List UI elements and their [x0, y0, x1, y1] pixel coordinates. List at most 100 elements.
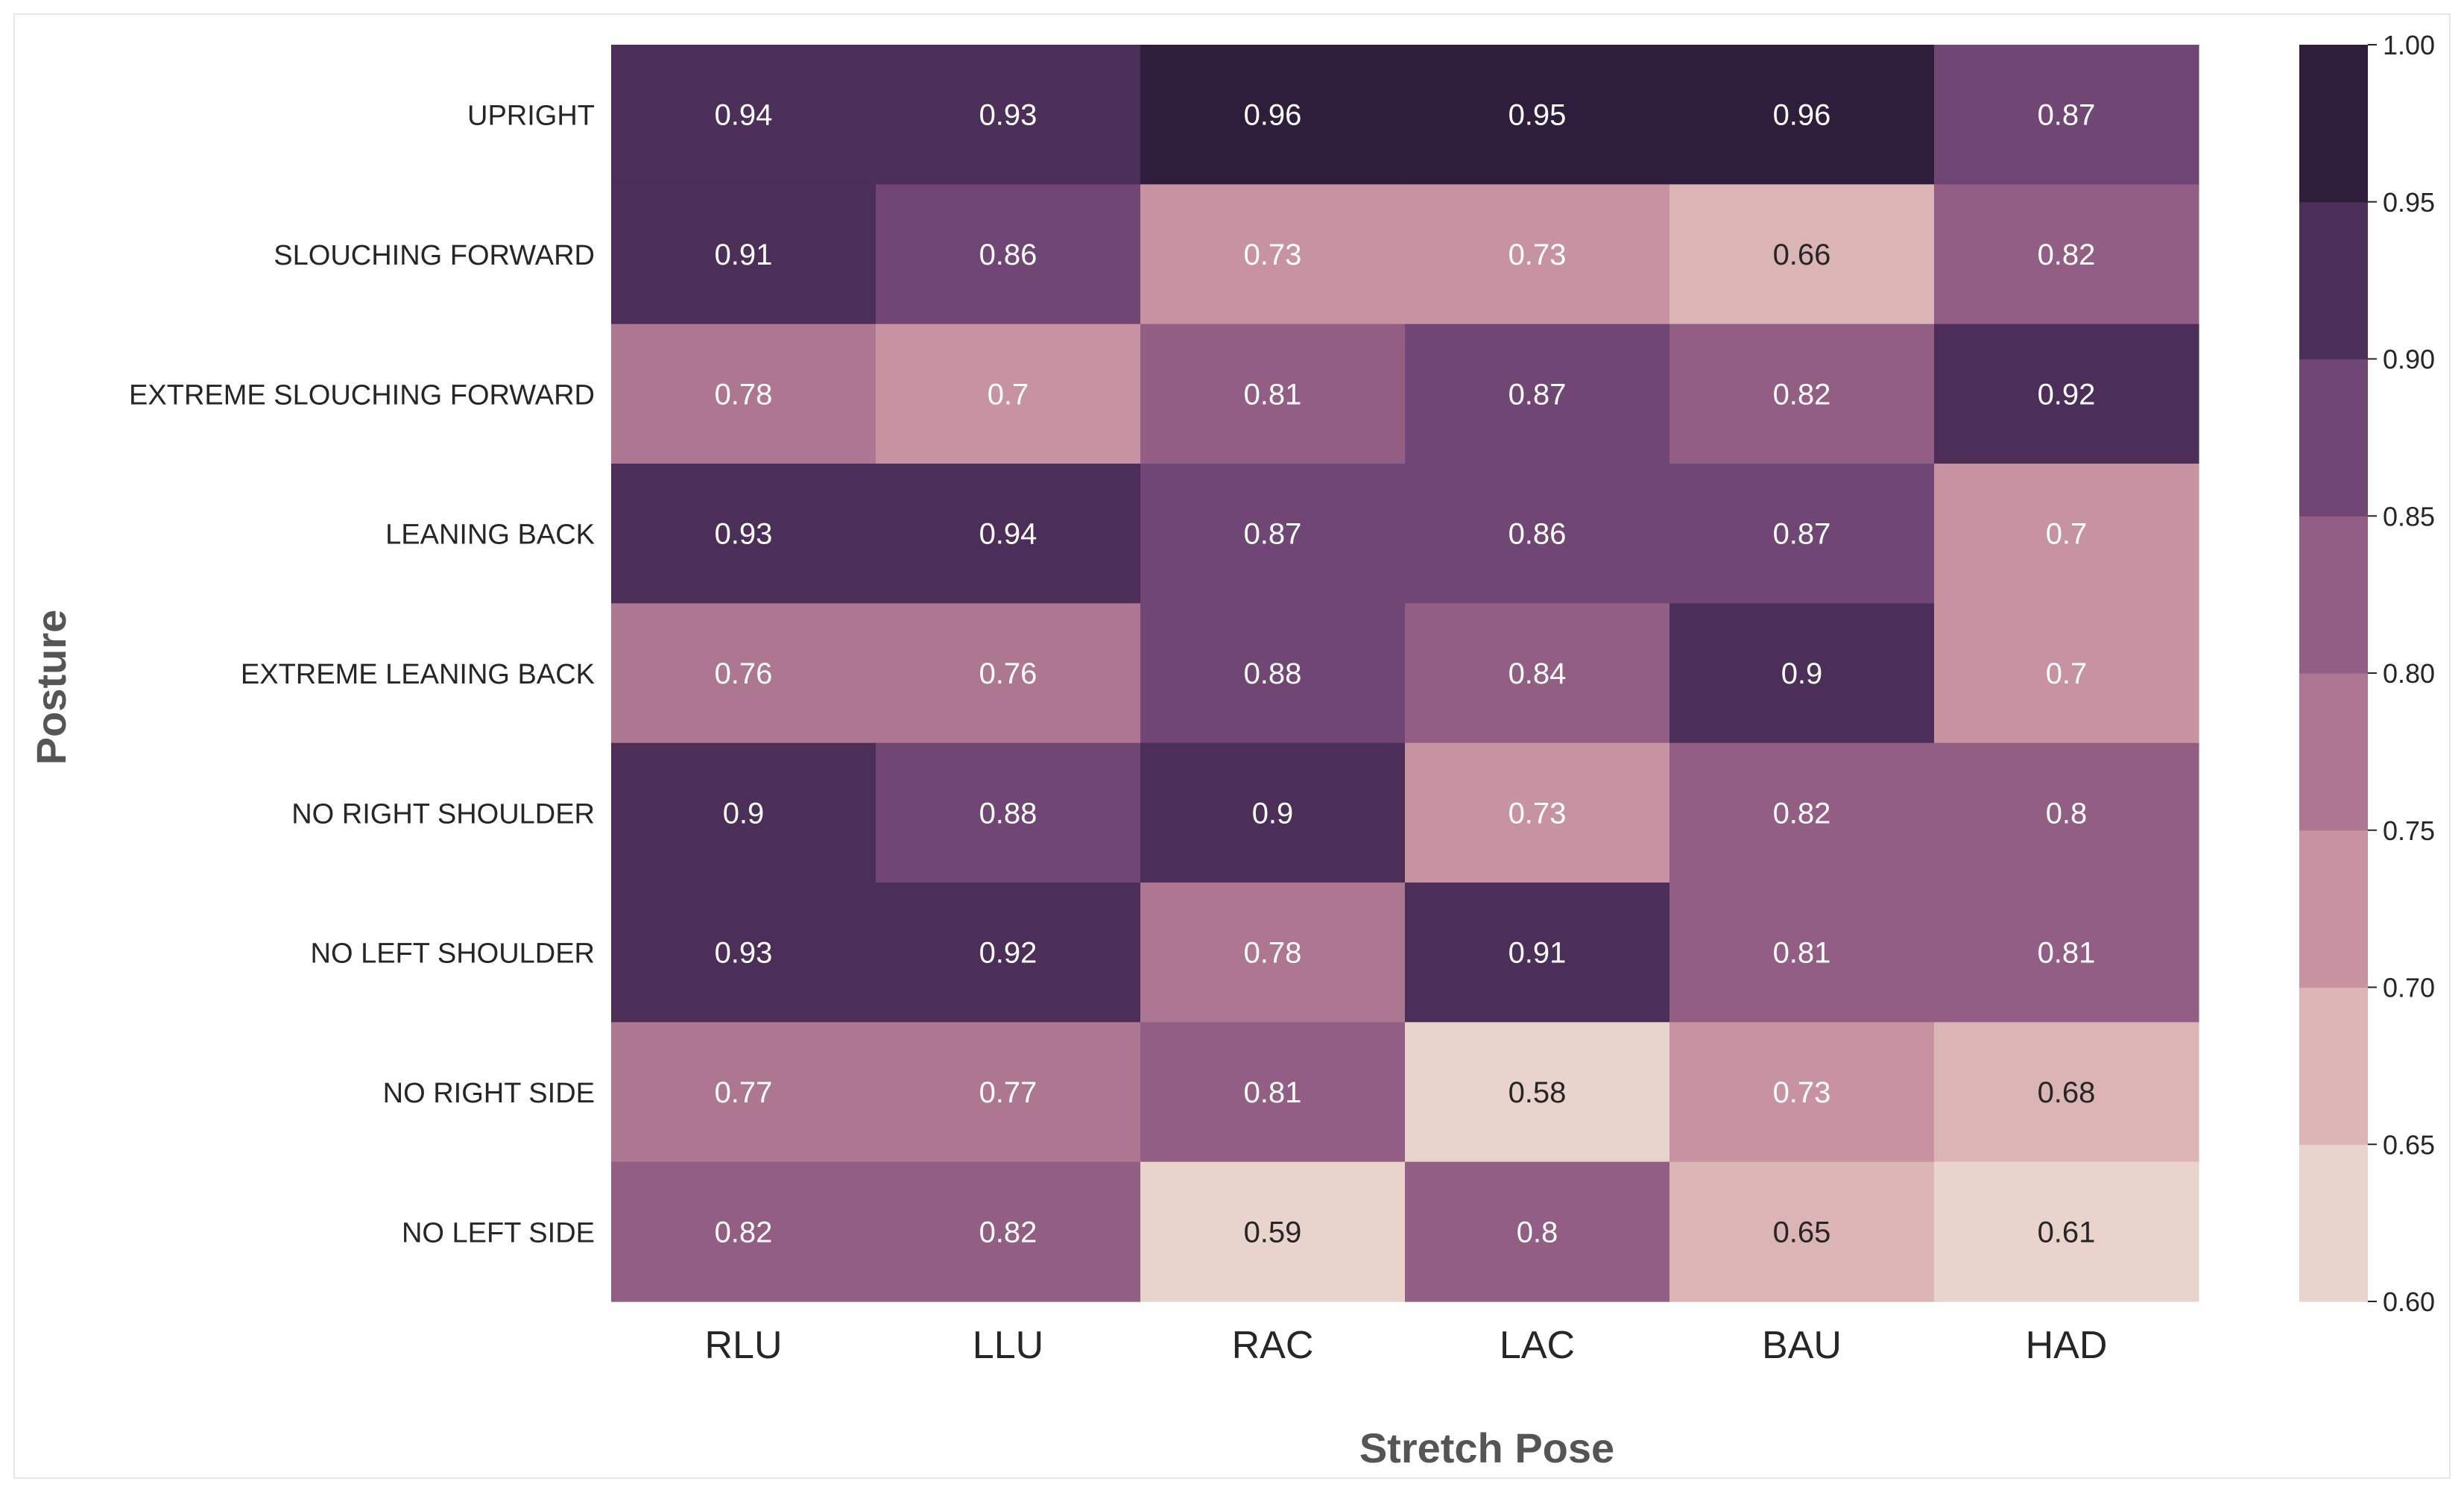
x-tick-label: RAC: [1232, 1324, 1314, 1367]
colorbar-bin: [2299, 1144, 2368, 1302]
heatmap-cell: [1405, 184, 1670, 325]
cell-value-label: 0.78: [1244, 937, 1302, 970]
heatmap-cell: [611, 323, 876, 464]
colorbar-bin: [2299, 830, 2368, 988]
heatmap-cell: [611, 184, 876, 325]
cell-value-label: 0.86: [979, 239, 1037, 271]
heatmap-cell: [1934, 1022, 2199, 1163]
x-tick-label: LAC: [1500, 1324, 1575, 1367]
cell-value-label: 0.94: [715, 99, 773, 132]
x-tick-label: BAU: [1762, 1324, 1842, 1367]
cell-value-label: 0.93: [715, 518, 773, 551]
heatmap-cell-labels: 0.94 0.93 0.96 0.95 0.96 0.87 0.91 0.86 0.73 0.73…: [715, 99, 2096, 1249]
colorbar-tick-label: 0.90: [2383, 344, 2435, 375]
cell-value-label: 0.8: [2046, 797, 2088, 830]
cell-value-label: 0.92: [2038, 378, 2096, 411]
heatmap-cell: [1405, 45, 1670, 185]
heatmap-cell: [1140, 323, 1406, 464]
heatmap-cell: [1669, 603, 1935, 744]
cell-value-label: 0.66: [1773, 239, 1831, 271]
heatmap-cell: [1140, 1161, 1406, 1302]
heatmap-cell: [876, 603, 1141, 744]
heatmap-cell: [876, 323, 1141, 464]
heatmap-cell: [1669, 45, 1935, 185]
cell-value-label: 0.76: [979, 657, 1037, 690]
y-tick-label: NO LEFT SHOULDER: [311, 938, 595, 970]
x-tick-labels: RLU LLU RAC LAC BAU HAD: [704, 1324, 2107, 1367]
colorbar-bin: [2299, 987, 2368, 1145]
colorbar-ticks: 0.60 0.65 0.70 0.75 0.80 0.85 0.90 0.95 1.00: [2368, 30, 2435, 1317]
cell-value-label: 0.8: [1517, 1216, 1558, 1249]
cell-value-label: 0.77: [979, 1076, 1037, 1109]
heatmap-cell: [611, 742, 876, 883]
heatmap-cell: [1934, 184, 2199, 325]
cell-value-label: 0.87: [1244, 518, 1302, 551]
cell-value-label: 0.81: [1773, 937, 1831, 970]
cell-value-label: 0.96: [1244, 99, 1302, 132]
heatmap-cell: [1140, 742, 1406, 883]
cell-value-label: 0.93: [979, 99, 1037, 132]
cell-value-label: 0.77: [715, 1076, 773, 1109]
colorbar-bin: [2299, 673, 2368, 831]
colorbar-tick-label: 0.60: [2383, 1287, 2435, 1317]
cell-value-label: 0.73: [1244, 239, 1302, 271]
x-tick-label: LLU: [973, 1324, 1043, 1367]
x-axis-title: Stretch Pose: [1359, 1424, 1614, 1471]
colorbar-tick-label: 0.75: [2383, 815, 2435, 846]
y-tick-label: EXTREME LEANING BACK: [241, 659, 595, 690]
heatmap-cell: [1934, 883, 2199, 1023]
heatmap-cell: [1140, 883, 1406, 1023]
colorbar-bin: [2299, 201, 2368, 360]
colorbar-bin: [2299, 45, 2368, 203]
heatmap-cell: [1934, 603, 2199, 744]
cell-value-label: 0.82: [1773, 378, 1831, 411]
y-tick-label: NO LEFT SIDE: [402, 1217, 595, 1249]
heatmap-cell: [1669, 883, 1935, 1023]
colorbar-bin: [2299, 359, 2368, 517]
cell-value-label: 0.9: [1252, 797, 1294, 830]
y-axis-title: Posture: [28, 610, 75, 766]
cell-value-label: 0.87: [2038, 99, 2096, 132]
heatmap-cell: [1405, 883, 1670, 1023]
cell-value-label: 0.95: [1509, 99, 1567, 132]
cell-value-label: 0.7: [988, 378, 1029, 411]
heatmap-cell: [1405, 603, 1670, 744]
colorbar-tick-label: 1.00: [2383, 30, 2435, 60]
cell-value-label: 0.82: [1773, 797, 1831, 830]
heatmap-cell: [1669, 1161, 1935, 1302]
colorbar: [2299, 45, 2368, 1302]
heatmap-cell: [1140, 184, 1406, 325]
heatmap-cell: [1140, 603, 1406, 744]
heatmap-cell: [611, 883, 876, 1023]
cell-value-label: 0.73: [1509, 797, 1567, 830]
heatmap-cell: [1405, 323, 1670, 464]
heatmap-cell: [1934, 464, 2199, 604]
colorbar-tick-label: 0.80: [2383, 658, 2435, 689]
colorbar-bin: [2299, 516, 2368, 674]
y-tick-labels: UPRIGHT SLOUCHING FORWARD EXTREME SLOUCHIN…: [129, 101, 595, 1249]
cell-value-label: 0.82: [715, 1216, 773, 1249]
cell-value-label: 0.73: [1509, 239, 1567, 271]
heatmap-cell: [1405, 1161, 1670, 1302]
heatmap-cell: [611, 1022, 876, 1163]
heatmap-cell: [1934, 1161, 2199, 1302]
heatmap-cell: [876, 742, 1141, 883]
cell-value-label: 0.9: [723, 797, 765, 830]
heatmap-cell: [1405, 464, 1670, 604]
heatmap-cell: [1669, 742, 1935, 883]
heatmap-cell: [1140, 464, 1406, 604]
heatmap-cell: [1934, 45, 2199, 185]
cell-value-label: 0.88: [1244, 657, 1302, 690]
cell-value-label: 0.91: [715, 239, 773, 271]
heatmap-cell: [1669, 1022, 1935, 1163]
cell-value-label: 0.92: [979, 937, 1037, 970]
cell-value-label: 0.81: [1244, 1076, 1302, 1109]
colorbar-tick-label: 0.65: [2383, 1129, 2435, 1160]
y-tick-label: EXTREME SLOUCHING FORWARD: [129, 379, 595, 411]
cell-value-label: 0.65: [1773, 1216, 1831, 1249]
y-tick-label: NO RIGHT SIDE: [383, 1078, 595, 1109]
cell-value-label: 0.78: [715, 378, 773, 411]
y-tick-label: LEANING BACK: [385, 520, 595, 551]
cell-value-label: 0.73: [1773, 1076, 1831, 1109]
